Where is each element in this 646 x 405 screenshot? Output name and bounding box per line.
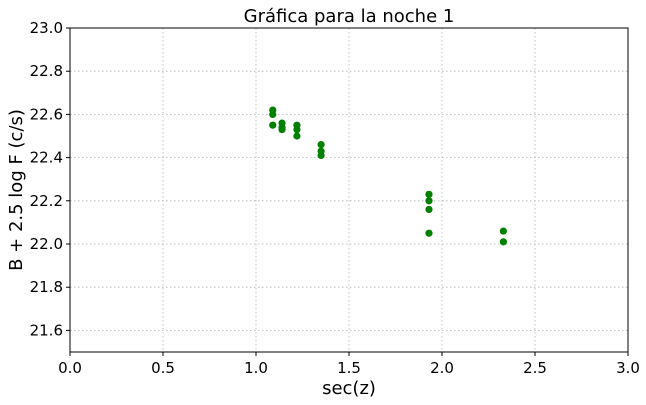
y-tick-label: 22.2 bbox=[30, 192, 63, 210]
grid-lines bbox=[69, 27, 629, 352]
data-point bbox=[269, 110, 277, 118]
x-tick-label: 3.0 bbox=[616, 359, 640, 377]
data-point bbox=[278, 125, 286, 134]
data-point bbox=[425, 190, 433, 198]
x-tick-label: 0.5 bbox=[151, 359, 175, 377]
x-tick-label: 2.5 bbox=[523, 359, 547, 377]
y-axis-title: B + 2.5 log F (c/s) bbox=[6, 109, 27, 271]
x-tick-label: 2.0 bbox=[430, 359, 454, 377]
x-axis-title: sec(z) bbox=[322, 378, 376, 399]
y-tick-label: 21.6 bbox=[30, 321, 63, 339]
data-points bbox=[269, 106, 507, 246]
y-tick-label: 21.8 bbox=[30, 278, 63, 296]
data-point bbox=[425, 197, 433, 205]
data-point bbox=[317, 141, 325, 149]
axis-ticks: 0.0 0.5 1.0 1.5 2.0 2.5 3.0 21.6 21.8 22.0 22.2 22.… bbox=[30, 19, 640, 377]
data-point bbox=[499, 238, 507, 246]
y-tick-label: 22.0 bbox=[30, 235, 63, 253]
y-tick-label: 22.6 bbox=[30, 105, 63, 123]
data-point bbox=[425, 205, 433, 214]
x-tick-label: 1.5 bbox=[337, 359, 361, 377]
chart-title: Gráfica para la noche 1 bbox=[244, 6, 455, 27]
data-point bbox=[499, 227, 507, 235]
y-tick-label: 22.4 bbox=[30, 149, 63, 167]
data-point bbox=[317, 151, 325, 160]
x-tick-label: 1.0 bbox=[244, 359, 268, 377]
y-tick-label: 22.8 bbox=[30, 62, 63, 80]
y-tick-label: 23.0 bbox=[30, 19, 63, 37]
data-point bbox=[425, 229, 433, 237]
data-point bbox=[293, 125, 301, 134]
data-point bbox=[269, 121, 277, 129]
x-tick-label: 0.0 bbox=[58, 359, 82, 377]
data-point bbox=[293, 132, 301, 140]
